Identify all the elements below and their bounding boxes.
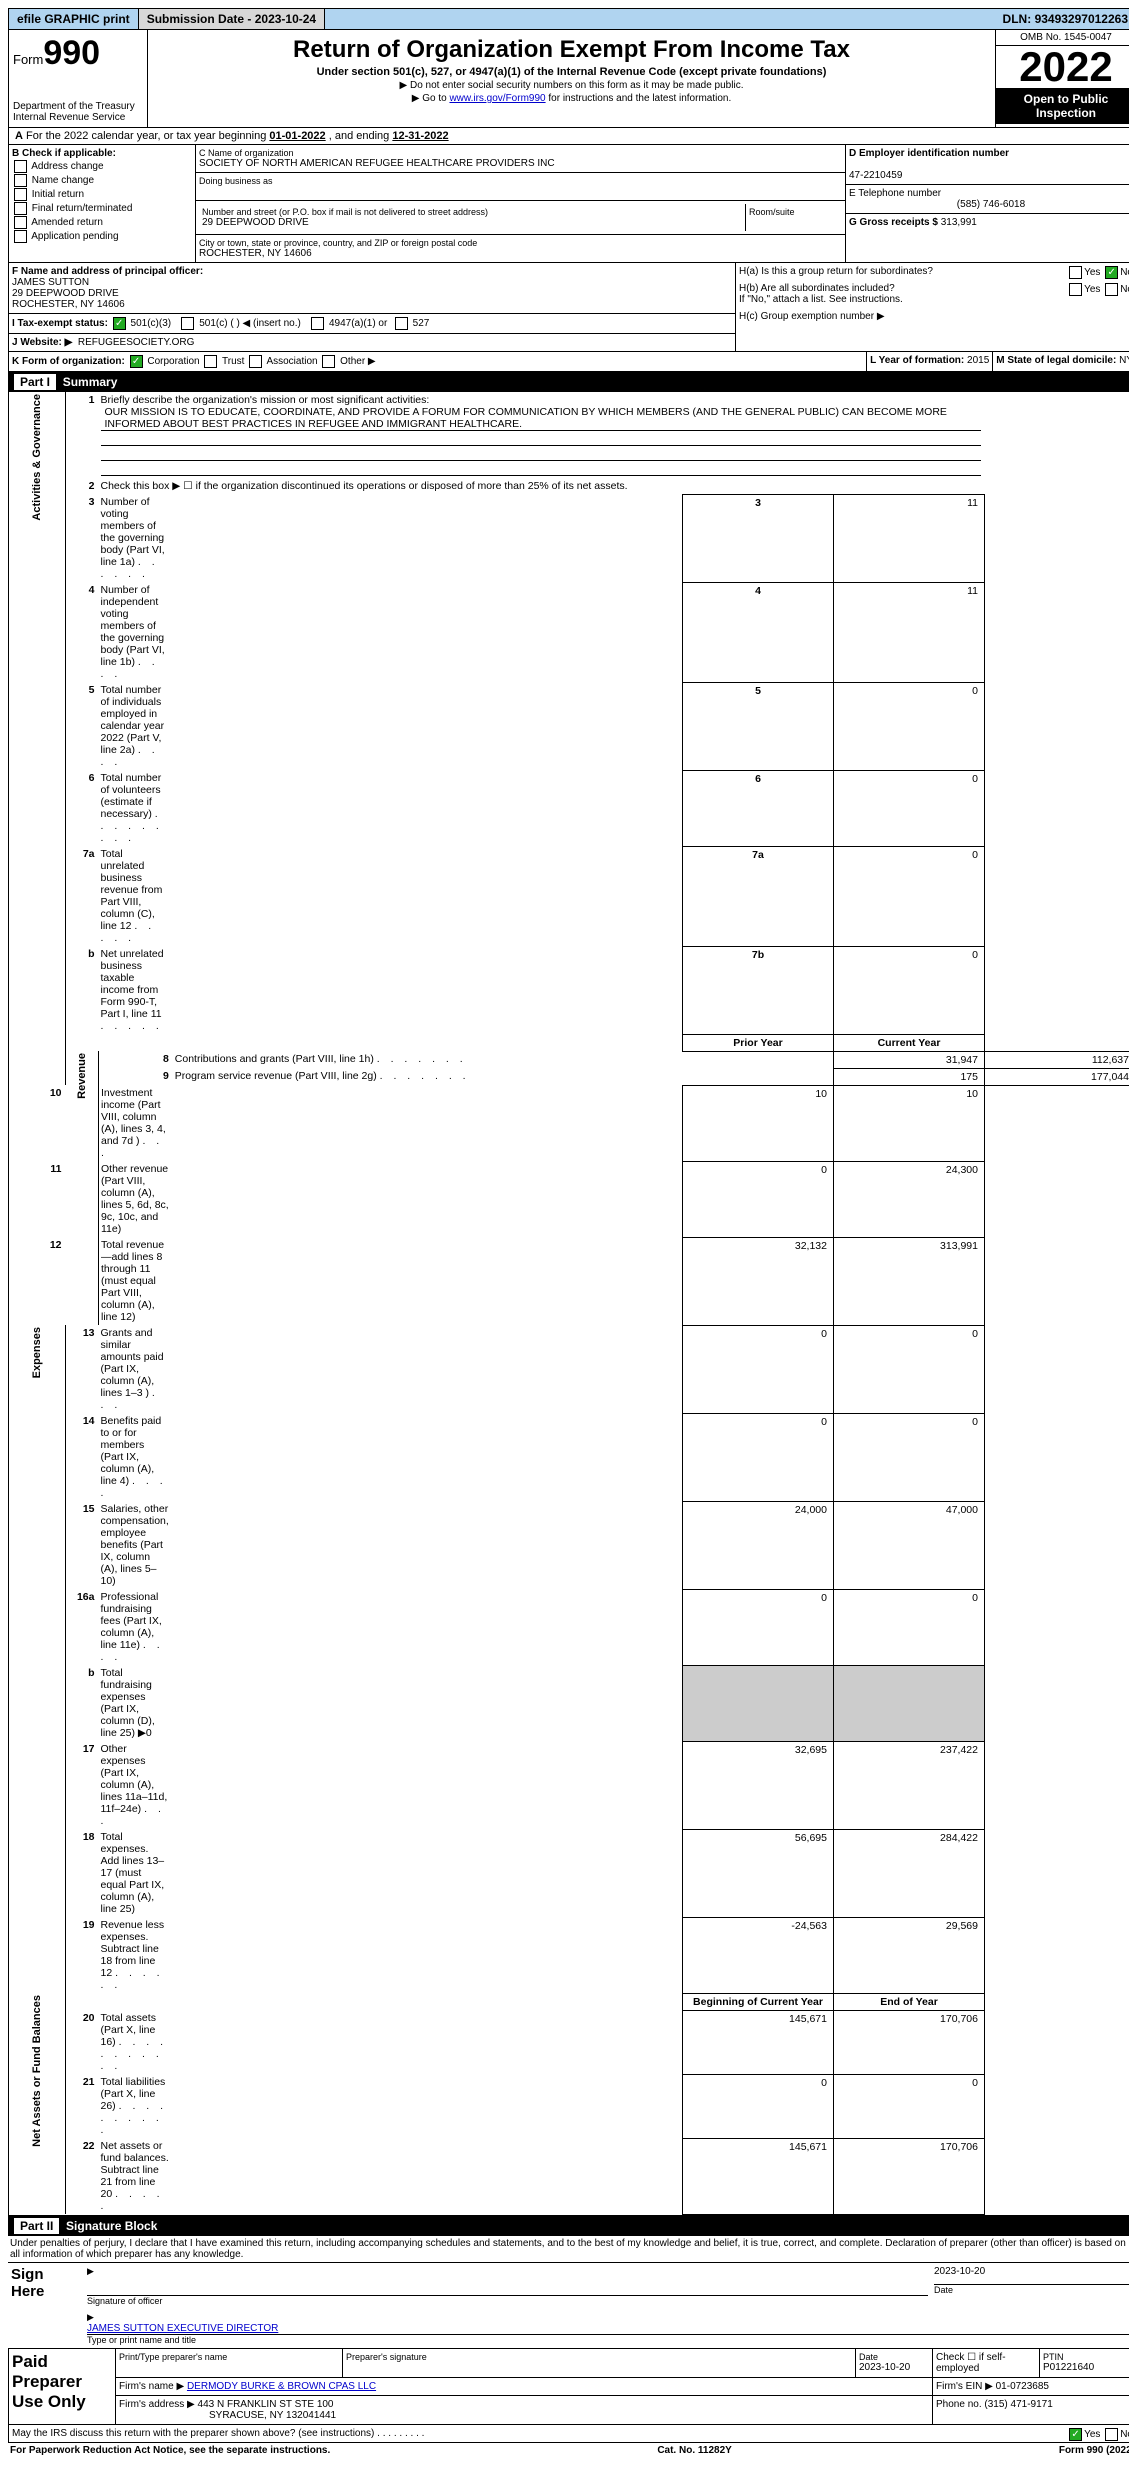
part1-header: Part I Summary: [8, 372, 1129, 392]
form-header: Form990 Department of the Treasury Inter…: [8, 30, 1129, 128]
footer-right: Form 990 (2022): [1059, 2445, 1129, 2456]
cb-address-change[interactable]: Address change: [12, 160, 192, 173]
section-m: M State of legal domicile: NY: [993, 352, 1129, 371]
section-e: E Telephone number(585) 746-6018: [846, 185, 1129, 214]
cb-app-pending[interactable]: Application pending: [12, 230, 192, 243]
section-l: L Year of formation: 2015: [867, 352, 993, 371]
row-3: 3Number of voting members of the governi…: [9, 494, 1129, 582]
form-subtitle: Under section 501(c), 527, or 4947(a)(1)…: [152, 66, 991, 78]
section-g: G Gross receipts $ 313,991: [846, 214, 1129, 231]
submission-date-btn[interactable]: Submission Date - 2023-10-24: [139, 9, 325, 29]
row-5: 5Total number of individuals employed in…: [9, 682, 1129, 770]
section-j: J Website: ▶ REFUGEESOCIETY.ORG: [9, 334, 735, 351]
efile-label: efile GRAPHIC print: [9, 9, 139, 29]
row-a: A For the 2022 calendar year, or tax yea…: [8, 128, 1129, 145]
cb-initial-return[interactable]: Initial return: [12, 188, 192, 201]
section-ha: H(a) Is this a group return for subordin…: [736, 263, 1129, 280]
section-b: B Check if applicable: Address change Na…: [9, 145, 196, 262]
org-address: 29 DEEPWOOD DRIVE: [202, 217, 309, 228]
open-public: Open to Public Inspection: [996, 88, 1129, 124]
form-number: Form990: [13, 34, 143, 73]
top-bar: efile GRAPHIC print Submission Date - 20…: [8, 8, 1129, 30]
part2-header: Part II Signature Block: [8, 2216, 1129, 2236]
section-hb: H(b) Are all subordinates included? Yes …: [736, 280, 1129, 308]
cb-other[interactable]: [322, 355, 335, 368]
ssn-notice: ▶ Do not enter social security numbers o…: [152, 80, 991, 91]
cb-527[interactable]: [395, 317, 408, 330]
mission-text: OUR MISSION IS TO EDUCATE, COORDINATE, A…: [101, 406, 981, 431]
row-7a: 7aTotal unrelated business revenue from …: [9, 846, 1129, 946]
section-hc: H(c) Group exemption number ▶: [736, 308, 1129, 325]
firm-name[interactable]: DERMODY BURKE & BROWN CPAS LLC: [187, 2381, 376, 2392]
section-c: C Name of organizationSOCIETY OF NORTH A…: [196, 145, 845, 262]
side-netassets: Net Assets or Fund Balances: [31, 1995, 43, 2147]
org-name: SOCIETY OF NORTH AMERICAN REFUGEE HEALTH…: [199, 158, 555, 169]
instructions-link: ▶ Go to www.irs.gov/Form990 for instruct…: [152, 93, 991, 104]
cb-corp[interactable]: ✓: [130, 355, 143, 368]
form-title: Return of Organization Exempt From Incom…: [152, 36, 991, 64]
row-7b: bNet unrelated business taxable income f…: [9, 946, 1129, 1034]
side-activities: Activities & Governance: [31, 394, 43, 521]
sign-here-label: Sign Here: [8, 2263, 84, 2348]
cb-assoc[interactable]: [249, 355, 262, 368]
row-6: 6Total number of volunteers (estimate if…: [9, 770, 1129, 846]
may-discuss: May the IRS discuss this return with the…: [8, 2425, 1129, 2443]
section-f: F Name and address of principal officer:…: [9, 263, 735, 314]
side-revenue: Revenue: [76, 1053, 88, 1099]
paid-preparer-label: Paid Preparer Use Only: [9, 2348, 116, 2424]
cb-final-return[interactable]: Final return/terminated: [12, 202, 192, 215]
cb-amended-return[interactable]: Amended return: [12, 216, 192, 229]
footer-left: For Paperwork Reduction Act Notice, see …: [10, 2445, 330, 2456]
cb-name-change[interactable]: Name change: [12, 174, 192, 187]
cb-4947[interactable]: [311, 317, 324, 330]
footer-cat: Cat. No. 11282Y: [657, 2445, 731, 2456]
section-d: D Employer identification number47-22104…: [846, 145, 1129, 185]
cb-501c[interactable]: [181, 317, 194, 330]
perjury-declaration: Under penalties of perjury, I declare th…: [8, 2236, 1129, 2263]
row-4: 4Number of independent voting members of…: [9, 582, 1129, 682]
dln: DLN: 93493297012263: [995, 9, 1129, 29]
irs-link[interactable]: www.irs.gov/Form990: [449, 93, 545, 104]
section-k: K Form of organization: ✓ Corporation Tr…: [9, 352, 867, 371]
side-expenses: Expenses: [31, 1327, 43, 1378]
org-city: ROCHESTER, NY 14606: [199, 248, 312, 259]
cb-trust[interactable]: [204, 355, 217, 368]
website: REFUGEESOCIETY.ORG: [78, 337, 195, 348]
tax-year: 2022: [996, 46, 1129, 88]
cb-501c3[interactable]: ✓: [113, 317, 126, 330]
section-i: I Tax-exempt status: ✓ 501(c)(3) 501(c) …: [9, 314, 735, 334]
officer-name[interactable]: JAMES SUTTON EXECUTIVE DIRECTOR: [87, 2323, 278, 2334]
dept-label: Department of the Treasury Internal Reve…: [13, 101, 143, 123]
